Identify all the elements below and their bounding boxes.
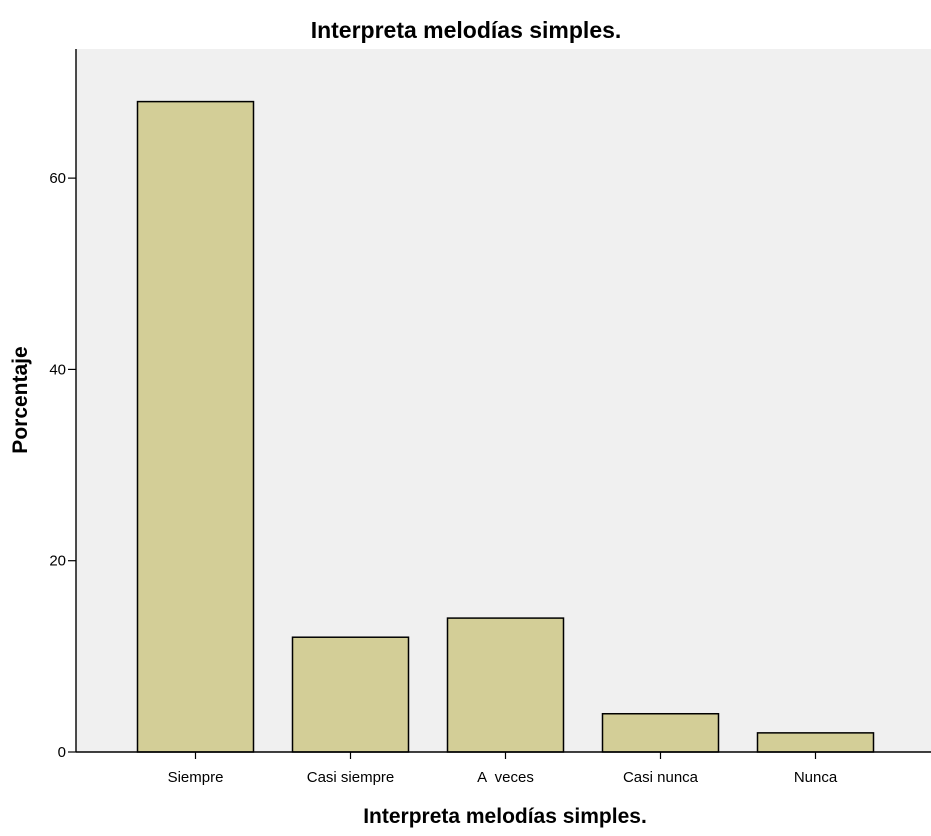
bar-1 bbox=[136, 100, 255, 753]
x-axis-title: Interpreta melodías simples. bbox=[363, 805, 647, 828]
y-axis-ticks: 0 20 40 60 bbox=[49, 170, 76, 761]
x-tick-label: A veces bbox=[477, 769, 534, 786]
bar-2 bbox=[291, 636, 410, 753]
y-tick-label: 20 bbox=[49, 553, 66, 570]
y-tick-label: 0 bbox=[58, 744, 66, 761]
bar-5 bbox=[756, 732, 875, 753]
x-axis-ticks: Siempre Casi siempre A veces Casi nunca Nunc… bbox=[168, 752, 838, 786]
x-tick-label: Casi siempre bbox=[307, 769, 395, 786]
x-tick-label: Siempre bbox=[168, 769, 224, 786]
bar-4 bbox=[601, 712, 720, 753]
y-axis-title: Porcentaje bbox=[9, 346, 32, 453]
x-tick-label: Nunca bbox=[794, 769, 838, 786]
bar-3 bbox=[446, 617, 565, 753]
y-tick-label: 40 bbox=[49, 361, 66, 378]
y-tick-label: 60 bbox=[49, 170, 66, 187]
chart-title: Interpreta melodías simples. bbox=[311, 17, 622, 43]
x-tick-label: Casi nunca bbox=[623, 769, 699, 786]
